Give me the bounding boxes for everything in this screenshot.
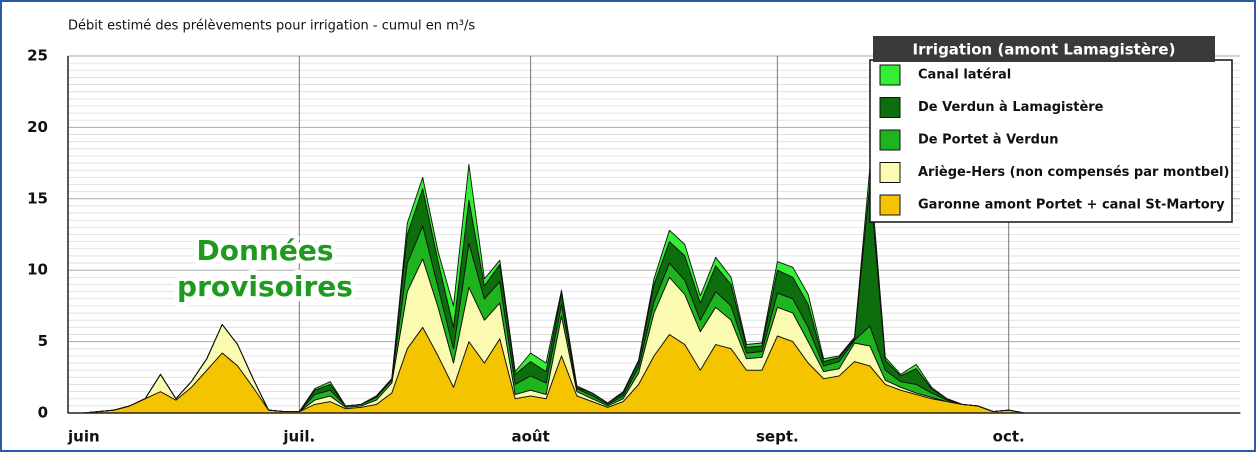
legend-swatch	[879, 129, 901, 151]
x-tick-label: juil.	[282, 428, 315, 446]
legend-box	[869, 59, 1233, 223]
annotation: Données	[197, 234, 334, 267]
legend-swatch	[879, 162, 901, 183]
x-tick-label: août	[511, 428, 549, 446]
x-tick-label: juin	[67, 428, 100, 446]
legend-title: Irrigation (amont Lamagistère)	[913, 41, 1176, 59]
legend-label: De Portet à Verdun	[918, 133, 1058, 148]
y-tick-label: 15	[27, 189, 48, 207]
legend-label: Ariège-Hers (non compensés par montbel)	[918, 165, 1229, 180]
chart-title: Débit estimé des prélèvements pour irrig…	[68, 19, 475, 34]
legend-swatch	[879, 97, 901, 118]
y-tick-label: 25	[27, 47, 48, 65]
legend-label: De Verdun à Lamagistère	[918, 100, 1104, 115]
y-tick-label: 20	[27, 118, 48, 136]
annotation-halo: provisoires	[177, 270, 353, 303]
annotation-halo: Données	[197, 234, 334, 267]
legend-label: Canal latéral	[918, 68, 1011, 83]
legend-swatch	[879, 64, 901, 86]
x-tick-label: oct.	[993, 428, 1025, 446]
legend: Irrigation (amont Lamagistère) Canal lat…	[869, 36, 1233, 223]
legend-label: Garonne amont Portet + canal St-Martory	[918, 198, 1225, 213]
annotation: provisoires	[177, 270, 353, 303]
x-tick-label: sept.	[756, 428, 799, 446]
legend-swatch	[879, 194, 901, 216]
axes: 0 5 10 15 20 25 juin juil. août sept. oct.	[27, 47, 1240, 446]
y-tick-label: 0	[38, 404, 48, 422]
legend-title-box	[873, 36, 1215, 62]
y-tick-label: 5	[38, 332, 48, 350]
y-tick-label: 10	[27, 261, 48, 279]
